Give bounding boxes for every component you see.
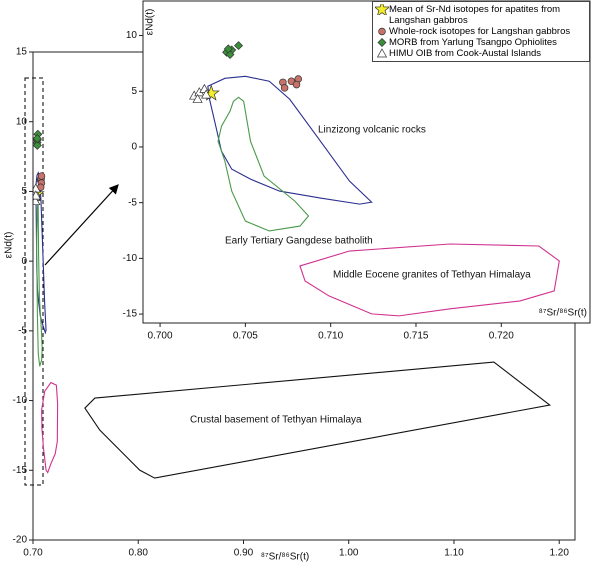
legend-item: Mean of Sr-Nd isotopes for apatites from… <box>375 4 589 26</box>
point <box>37 172 46 180</box>
y-axis-label: εNd(t) <box>4 232 15 259</box>
y-tick-label: 10 <box>16 116 28 127</box>
legend: Mean of Sr-Nd isotopes for apatites from… <box>372 1 590 62</box>
y-tick-label: -15 <box>123 309 138 320</box>
x-axis-label: ⁸⁷Sr/⁸⁶Sr(t) <box>539 308 587 319</box>
y-tick-label: 15 <box>16 47 28 58</box>
y-tick-label: 0 <box>131 142 137 153</box>
y-tick-label: 5 <box>131 86 137 97</box>
point <box>201 89 212 99</box>
point <box>292 80 301 89</box>
point <box>234 41 244 51</box>
point <box>280 84 289 92</box>
point <box>287 77 296 85</box>
x-tick-label: 0.715 <box>403 331 428 342</box>
y-tick-label: -10 <box>13 395 28 406</box>
y-tick-label: -5 <box>18 325 27 336</box>
legend-label: Whole-rock isotopes for Langshan gabbros <box>389 26 571 37</box>
legend-label: Mean of Sr-Nd isotopes for apatites from… <box>389 4 561 26</box>
zoom-arrow <box>44 184 119 266</box>
legend-label: MORB from Yarlung Tsangpo Ophiolites <box>389 37 557 48</box>
legend-item: Whole-rock isotopes for Langshan gabbros <box>375 26 589 37</box>
point <box>375 4 389 15</box>
field-label: Middle Eocene granites of Tethyan Himala… <box>333 270 531 281</box>
y-tick-label: 5 <box>21 186 27 197</box>
x-tick-label: 0.705 <box>233 331 258 342</box>
point <box>377 38 387 47</box>
field-outline <box>41 381 59 474</box>
field-label: Crustal basement of Tethyan Himalaya <box>190 415 362 426</box>
point <box>33 190 41 200</box>
y-tick-label: -10 <box>123 253 138 264</box>
field-label: Linzizong volcanic rocks <box>318 125 426 136</box>
field-outline <box>84 361 552 479</box>
x-tick-label: 1.20 <box>549 548 569 559</box>
field-outline <box>207 75 373 205</box>
plot-area <box>189 41 560 317</box>
x-tick-label: 0.90 <box>234 548 254 559</box>
y-tick-label: -15 <box>13 465 28 476</box>
x-tick-label: 1.00 <box>339 548 359 559</box>
x-tick-label: 0.70 <box>23 548 43 559</box>
legend-symbol <box>375 4 389 15</box>
x-tick-label: 0.710 <box>318 331 343 342</box>
plot-area <box>33 129 552 479</box>
field-outline <box>217 96 310 232</box>
legend-label: HIMU OIB from Cook-Austal Islands <box>389 48 542 59</box>
y-axis-label: εNd(t) <box>145 9 156 36</box>
y-tick-label: -5 <box>128 197 137 208</box>
legend-symbol <box>376 48 388 58</box>
axes-frame <box>142 0 591 324</box>
x-axis-label: ⁸⁷Sr/⁸⁶Sr(t) <box>261 552 309 563</box>
y-tick-label: -20 <box>13 535 28 546</box>
field-outline <box>299 243 560 317</box>
legend-item: MORB from Yarlung Tsangpo Ophiolites <box>375 37 589 48</box>
x-tick-label: 0.80 <box>129 548 149 559</box>
y-tick-label: 0 <box>21 256 27 267</box>
point <box>33 133 42 143</box>
x-tick-label: 1.10 <box>444 548 464 559</box>
field-outline <box>36 198 43 367</box>
point <box>33 140 42 150</box>
y-tick-label: 10 <box>126 30 138 41</box>
x-tick-label: 0.700 <box>148 331 173 342</box>
zoom-box <box>24 77 44 486</box>
point <box>192 93 203 103</box>
point <box>223 44 233 54</box>
point <box>378 27 386 36</box>
field-label: Early Tertiary Gangdese batholith <box>225 236 373 247</box>
point <box>376 48 388 58</box>
x-tick-label: 0.720 <box>489 331 514 342</box>
legend-item: HIMU OIB from Cook-Austal Islands <box>375 48 589 59</box>
legend-symbol <box>377 38 387 47</box>
legend-symbol <box>378 27 386 36</box>
